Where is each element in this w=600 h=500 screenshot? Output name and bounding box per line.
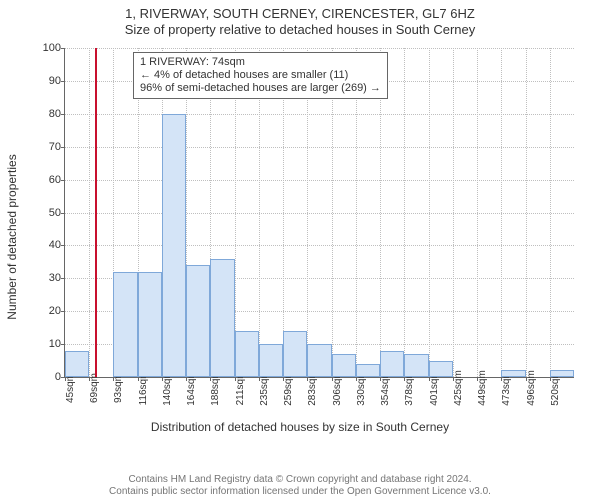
histogram-bar	[210, 259, 234, 377]
x-tick-mark	[210, 377, 211, 381]
gridline-v	[501, 48, 502, 377]
gridline-h	[65, 147, 574, 148]
x-tick-mark	[526, 377, 527, 381]
y-tick-label: 80	[35, 108, 61, 120]
histogram-bar	[429, 361, 453, 377]
y-tick-mark	[61, 344, 65, 345]
gridline-v	[429, 48, 430, 377]
annotation-line-2: ← 4% of detached houses are smaller (11)	[140, 69, 381, 82]
histogram-bar	[332, 354, 356, 377]
x-tick-mark	[404, 377, 405, 381]
x-tick-mark	[429, 377, 430, 381]
x-tick-mark	[186, 377, 187, 381]
x-tick-label: 45sqm	[65, 373, 76, 403]
y-tick-mark	[61, 311, 65, 312]
gridline-v	[89, 48, 90, 377]
x-tick-mark	[259, 377, 260, 381]
histogram-bar	[138, 272, 162, 377]
y-tick-mark	[61, 245, 65, 246]
x-tick-mark	[550, 377, 551, 381]
gridline-v	[526, 48, 527, 377]
x-tick-mark	[380, 377, 381, 381]
histogram-bar	[550, 370, 574, 377]
x-tick-label: 449sqm	[477, 370, 488, 406]
histogram-bar	[113, 272, 137, 377]
gridline-h	[65, 180, 574, 181]
x-tick-mark	[235, 377, 236, 381]
x-tick-label: 425sqm	[453, 370, 464, 406]
histogram-bar	[356, 364, 380, 377]
x-tick-mark	[501, 377, 502, 381]
y-tick-mark	[61, 213, 65, 214]
gridline-h	[65, 213, 574, 214]
histogram-bar	[404, 354, 428, 377]
reference-marker-line	[95, 48, 97, 377]
x-tick-mark	[477, 377, 478, 381]
y-tick-label: 90	[35, 75, 61, 87]
annotation-line-1: 1 RIVERWAY: 74sqm	[140, 56, 381, 69]
histogram-bar	[235, 331, 259, 377]
histogram-bar	[186, 265, 210, 377]
y-tick-mark	[61, 147, 65, 148]
x-tick-label: 93sqm	[113, 373, 124, 403]
x-tick-label: 69sqm	[89, 373, 100, 403]
y-tick-label: 40	[35, 239, 61, 251]
chart-container: 1, RIVERWAY, SOUTH CERNEY, CIRENCESTER, …	[0, 0, 600, 500]
annotation-box: 1 RIVERWAY: 74sqm ← 4% of detached house…	[133, 52, 388, 99]
x-tick-mark	[356, 377, 357, 381]
footer-line-1: Contains HM Land Registry data © Crown c…	[0, 474, 600, 486]
x-tick-mark	[138, 377, 139, 381]
y-tick-mark	[61, 180, 65, 181]
histogram-bar	[65, 351, 89, 377]
x-tick-mark	[162, 377, 163, 381]
x-tick-mark	[113, 377, 114, 381]
x-tick-mark	[453, 377, 454, 381]
y-tick-label: 50	[35, 207, 61, 219]
gridline-h	[65, 245, 574, 246]
histogram-bar	[259, 344, 283, 377]
y-tick-mark	[61, 48, 65, 49]
y-tick-label: 100	[35, 42, 61, 54]
y-tick-label: 10	[35, 338, 61, 350]
histogram-bar	[162, 114, 186, 377]
footer-line-2: Contains public sector information licen…	[0, 486, 600, 498]
histogram-bar	[380, 351, 404, 377]
gridline-v	[550, 48, 551, 377]
y-tick-label: 70	[35, 141, 61, 153]
y-tick-label: 60	[35, 174, 61, 186]
x-tick-mark	[332, 377, 333, 381]
y-tick-mark	[61, 278, 65, 279]
y-tick-label: 20	[35, 305, 61, 317]
y-axis-label: Number of detached properties	[5, 154, 19, 319]
y-tick-mark	[61, 81, 65, 82]
x-tick-mark	[65, 377, 66, 381]
y-tick-label: 0	[35, 371, 61, 383]
histogram-bar	[501, 370, 525, 377]
chart-title: 1, RIVERWAY, SOUTH CERNEY, CIRENCESTER, …	[10, 6, 590, 22]
x-tick-mark	[283, 377, 284, 381]
x-tick-label: 496sqm	[526, 370, 537, 406]
y-tick-label: 30	[35, 272, 61, 284]
annotation-line-3: 96% of semi-detached houses are larger (…	[140, 82, 381, 95]
gridline-h	[65, 114, 574, 115]
x-tick-mark	[307, 377, 308, 381]
chart-subtitle: Size of property relative to detached ho…	[10, 22, 590, 38]
gridline-v	[404, 48, 405, 377]
plot-region: 010203040506070809010045sqm69sqm93sqm116…	[64, 48, 574, 378]
x-tick-mark	[89, 377, 90, 381]
histogram-bar	[307, 344, 331, 377]
gridline-h	[65, 48, 574, 49]
chart-area: Number of detached properties 0102030405…	[20, 42, 580, 432]
gridline-v	[477, 48, 478, 377]
x-axis-label: Distribution of detached houses by size …	[20, 420, 580, 434]
y-tick-mark	[61, 114, 65, 115]
footer-attribution: Contains HM Land Registry data © Crown c…	[0, 474, 600, 498]
gridline-v	[453, 48, 454, 377]
histogram-bar	[283, 331, 307, 377]
